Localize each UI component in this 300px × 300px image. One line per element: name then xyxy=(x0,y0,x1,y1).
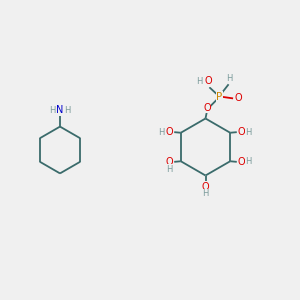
Text: H: H xyxy=(64,106,71,115)
Text: O: O xyxy=(234,93,242,103)
Text: H: H xyxy=(196,77,203,86)
Text: H: H xyxy=(246,128,252,137)
Text: O: O xyxy=(204,76,212,86)
Text: N: N xyxy=(56,105,64,116)
Text: O: O xyxy=(202,182,209,192)
Text: O: O xyxy=(203,103,211,113)
Text: P: P xyxy=(217,92,223,102)
Text: O: O xyxy=(166,127,173,137)
Text: O: O xyxy=(238,127,245,137)
Text: H: H xyxy=(166,164,172,173)
Text: H: H xyxy=(158,128,165,137)
Text: H: H xyxy=(202,189,209,198)
Text: H: H xyxy=(49,106,56,115)
Text: H: H xyxy=(246,157,252,166)
Text: H: H xyxy=(226,74,232,83)
Text: O: O xyxy=(166,157,173,167)
Text: O: O xyxy=(238,157,245,167)
